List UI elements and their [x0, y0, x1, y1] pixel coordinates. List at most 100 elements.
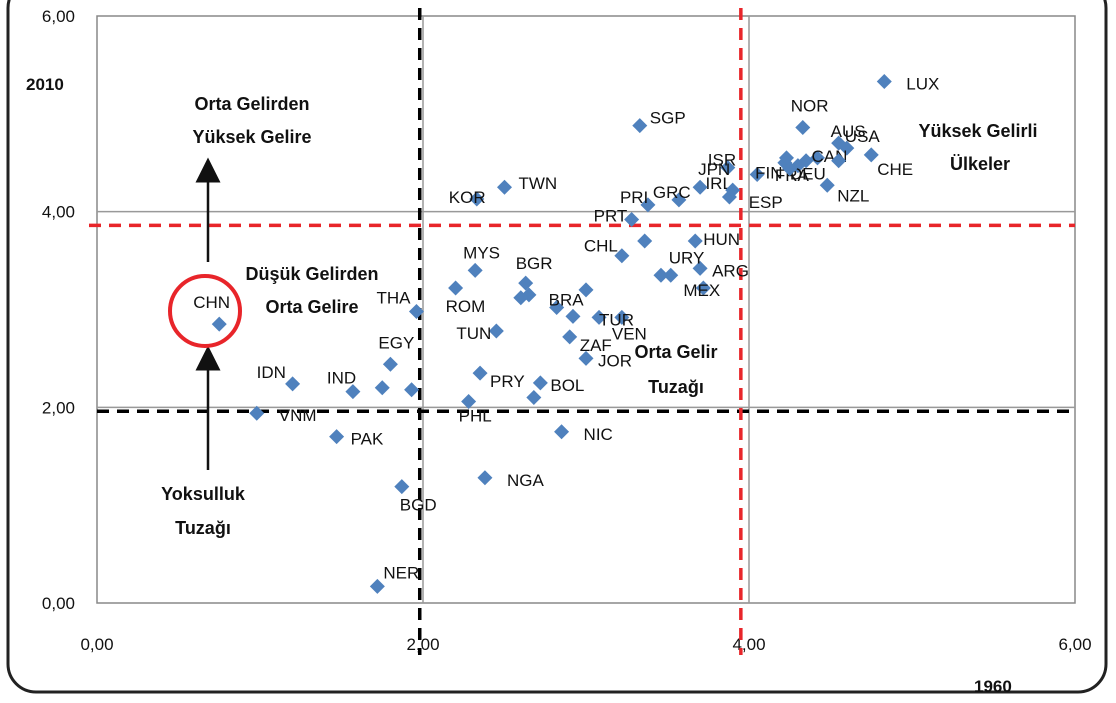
- data-point-label: KOR: [449, 188, 486, 207]
- data-point-label: CHE: [877, 160, 913, 179]
- data-point-label: PRY: [490, 372, 525, 391]
- data-point-marker: [687, 233, 703, 249]
- data-point-marker: [798, 153, 814, 169]
- annotation-orta-gelire: Orta Gelire: [265, 297, 358, 317]
- annotation-ulkeler: Ülkeler: [950, 154, 1010, 174]
- data-point-label: URY: [669, 248, 705, 267]
- annotation-dusuk-gelirden: Düşük Gelirden: [245, 264, 378, 284]
- data-point-label: NZL: [837, 186, 869, 205]
- tick-labels: 0,00 2,00 4,00 6,00 0,00 2,00 4,00 6,00: [42, 7, 1092, 654]
- data-point-marker: [467, 262, 483, 278]
- data-point-label: PRI: [620, 188, 648, 207]
- data-point-marker: [614, 309, 630, 325]
- data-point-label: ESP: [749, 193, 783, 212]
- data-point-label: PHL: [459, 406, 492, 425]
- data-point-marker: [408, 303, 424, 319]
- data-point-marker: [565, 308, 581, 324]
- data-point-marker: [374, 380, 390, 396]
- data-point-label: NGA: [507, 471, 545, 490]
- data-point-label: SGP: [650, 109, 686, 128]
- data-point-label: TUR: [599, 310, 634, 329]
- data-point-marker: [562, 329, 578, 345]
- data-point-label: NER: [383, 563, 419, 582]
- data-point-marker: [488, 323, 504, 339]
- data-point-marker: [472, 365, 488, 381]
- data-point-label: THA: [376, 288, 411, 307]
- data-point-marker: [782, 161, 798, 177]
- data-point-marker: [549, 300, 565, 316]
- annotation-yoksulluk: Yoksulluk: [161, 484, 246, 504]
- data-point-label: ROM: [446, 297, 486, 316]
- data-point-marker: [382, 356, 398, 372]
- data-point-label: VEN: [612, 324, 647, 343]
- data-point-marker: [863, 147, 879, 163]
- y-tick-label: 2,00: [42, 398, 75, 417]
- x-axis-label: 1960: [974, 677, 1012, 696]
- plot-area: [96, 15, 1076, 604]
- data-point-marker: [394, 479, 410, 495]
- data-point-marker: [795, 120, 811, 136]
- data-point-marker: [369, 578, 385, 594]
- data-point-label: MEX: [683, 281, 720, 300]
- data-point-label: LUX: [906, 75, 939, 94]
- data-point-label: VNM: [279, 406, 317, 425]
- data-point-marker: [809, 150, 825, 166]
- data-point-marker: [671, 192, 687, 208]
- annotation-yuksek-gelirli: Yüksek Gelirli: [918, 121, 1037, 141]
- annotation-yoksulluk-tuzagi: Tuzağı: [175, 518, 231, 538]
- x-tick-label: 6,00: [1058, 635, 1091, 654]
- chn-highlight-circle: [168, 274, 242, 348]
- data-point-label: GRC: [653, 183, 691, 202]
- annotation-orta-gelir-tuzagi: Tuzağı: [648, 377, 704, 397]
- data-point-label: NIC: [584, 425, 613, 444]
- data-point-marker: [329, 429, 345, 445]
- data-point-marker: [720, 160, 736, 176]
- annotation-orta-gelir: Orta Gelir: [634, 342, 717, 362]
- data-point-label: BGD: [400, 496, 437, 515]
- data-point-marker: [637, 233, 653, 249]
- x-tick-label: 0,00: [80, 635, 113, 654]
- data-point-label: BGR: [516, 254, 553, 273]
- data-point-marker: [632, 118, 648, 134]
- data-point-marker: [249, 405, 265, 421]
- data-point-label: FRA: [775, 166, 810, 185]
- data-point-label: BRA: [549, 291, 585, 310]
- y-tick-label: 4,00: [42, 203, 75, 222]
- data-point-marker: [839, 140, 855, 156]
- data-point-label: MYS: [463, 243, 500, 262]
- data-point-label: JPN: [698, 160, 730, 179]
- data-point-marker: [518, 275, 534, 291]
- data-point-marker: [692, 260, 708, 276]
- data-point-marker: [477, 470, 493, 486]
- y-axis-label: 2010: [26, 75, 64, 94]
- data-point-label: IND: [327, 369, 356, 388]
- data-point-label: IDN: [257, 363, 286, 382]
- data-point-marker: [513, 290, 529, 306]
- data-point-marker: [554, 424, 570, 440]
- x-tick-label: 2,00: [406, 635, 439, 654]
- data-point-marker: [591, 309, 607, 325]
- annotation-orta-gelirden: Orta Gelirden: [194, 94, 309, 114]
- data-point-label: FIN: [755, 163, 782, 182]
- data-point-label: CHL: [584, 237, 618, 256]
- data-point-label: AUS: [831, 122, 866, 141]
- gridlines: [97, 16, 1075, 603]
- data-point-marker: [404, 382, 420, 398]
- data-point-marker: [578, 282, 594, 298]
- data-point-marker: [469, 191, 485, 207]
- data-point-marker: [526, 390, 542, 406]
- data-point-marker: [624, 211, 640, 227]
- data-point-label: ZAF: [580, 336, 612, 355]
- data-point-label: HUN: [703, 230, 740, 249]
- data-point-label: ARG: [712, 261, 749, 280]
- data-point-label: EGY: [378, 333, 414, 352]
- y-tick-label: 6,00: [42, 7, 75, 26]
- data-point-label: BOL: [550, 376, 584, 395]
- data-point-marker: [695, 280, 711, 296]
- data-point-marker: [749, 166, 765, 182]
- data-point-marker: [345, 384, 361, 400]
- data-point-label: NOR: [791, 97, 829, 116]
- data-point-marker: [876, 74, 892, 90]
- data-point-label: TUN: [456, 324, 491, 343]
